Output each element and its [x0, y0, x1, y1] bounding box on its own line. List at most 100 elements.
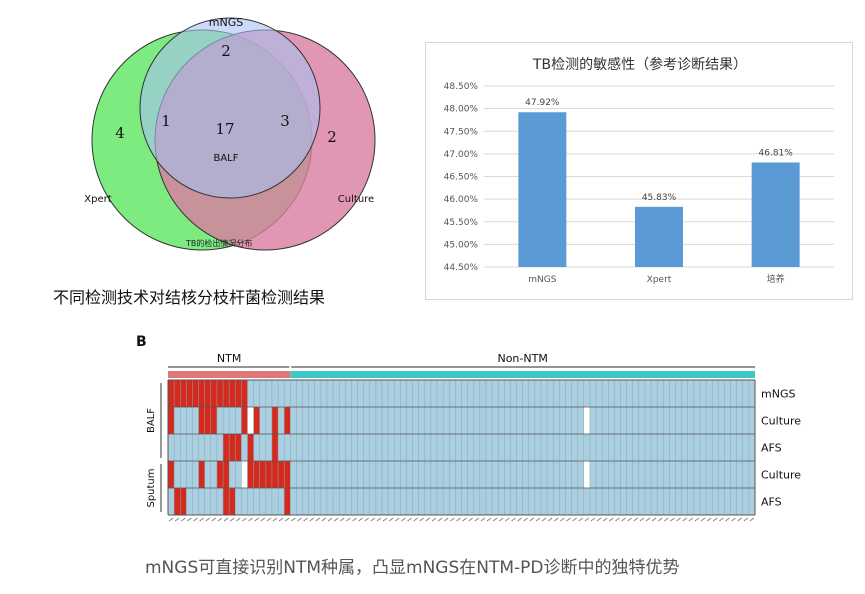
- heatmap-cell: [223, 434, 230, 461]
- group-bar-non-ntm: [290, 371, 755, 378]
- heatmap-column-tick: [547, 517, 553, 522]
- heatmap-cell: [241, 380, 248, 407]
- heatmap-column-tick: [291, 517, 296, 522]
- heatmap-column-tick: [541, 517, 547, 522]
- heatmap-cell: [271, 461, 279, 488]
- venn-region-culture-only: 2: [327, 128, 337, 146]
- heatmap-cell: [168, 461, 175, 488]
- bar-ytick-label: 48.00%: [444, 105, 479, 115]
- bar-ytick-label: 48.50%: [444, 82, 479, 92]
- heatmap-column-tick: [260, 517, 266, 522]
- group-label-ntm: NTM: [217, 352, 241, 365]
- heatmap-column-tick: [333, 517, 339, 522]
- heatmap-column-tick: [676, 517, 681, 522]
- heatmap-column-tick: [645, 517, 651, 522]
- venn-caption: TB的检出情况分布: [186, 239, 253, 248]
- heatmap-column-tick: [340, 517, 345, 522]
- heatmap-cell: [259, 461, 266, 488]
- heatmap-column-tick: [529, 517, 535, 522]
- heatmap-row-label: AFS: [761, 442, 782, 455]
- heatmap-column-tick: [719, 517, 724, 522]
- heatmap-column-tick: [346, 517, 351, 522]
- heatmap-cell: [198, 407, 205, 434]
- heatmap-column-tick: [278, 517, 284, 522]
- heatmap-column-tick: [670, 517, 675, 522]
- heatmap-column-tick: [431, 517, 437, 522]
- heatmap-column-tick: [505, 517, 510, 522]
- heatmap-column-tick: [517, 517, 522, 522]
- heatmap-column-tick: [248, 517, 253, 522]
- bar-chart-title: TB检测的敏感性（参考诊断结果）: [532, 56, 747, 73]
- heatmap-column-tick: [358, 517, 363, 522]
- venn-region-all-three: 17: [215, 120, 234, 138]
- venn-region-mngs-culture: 3: [280, 112, 290, 130]
- heatmap-column-tick: [474, 517, 480, 522]
- heatmap-column-tick: [327, 517, 333, 522]
- heatmap-column-tick: [443, 517, 449, 522]
- bar-ytick-label: 45.50%: [444, 218, 479, 228]
- heatmap-column-tick: [621, 517, 626, 522]
- heatmap-column-tick: [462, 517, 467, 522]
- heatmap-column-tick: [694, 517, 700, 522]
- heatmap-column-tick: [193, 517, 198, 522]
- heatmap-cell: [229, 488, 236, 515]
- row-group-label: Sputum: [146, 468, 157, 507]
- heatmap-column-tick: [725, 517, 730, 522]
- heatmap-cell: [247, 461, 254, 488]
- heatmap-column-tick: [413, 517, 418, 522]
- heatmap-cell: [210, 407, 217, 434]
- heatmap-row-label: Culture: [761, 415, 801, 428]
- venn-region-xpert-only: 4: [115, 124, 125, 142]
- heatmap-column-tick: [633, 517, 639, 522]
- heatmap-column-tick: [682, 517, 687, 522]
- bar-xtick-label: mNGS: [528, 275, 556, 285]
- heatmap-column-tick: [297, 517, 302, 522]
- bar-chart: TB检测的敏感性（参考诊断结果） 44.50% 45.00% 45.50% 46.00…: [444, 56, 834, 285]
- heatmap-cell: [210, 380, 217, 407]
- heatmap-column-tick: [205, 517, 210, 522]
- bar-ytick-label: 46.00%: [444, 195, 479, 205]
- heatmap-column-tick: [737, 517, 742, 522]
- heatmap-cell: [271, 434, 279, 461]
- heatmap-cell: [284, 488, 291, 515]
- heatmap-column-tick: [578, 517, 583, 522]
- heatmap-cell: [223, 461, 230, 488]
- heatmap-column-tick: [181, 517, 186, 522]
- heatmap-row-label: mNGS: [761, 388, 795, 401]
- heatmap-column-tick: [560, 517, 565, 522]
- venn-region-xpert-mngs: 1: [161, 112, 171, 130]
- heatmap-column-tick: [450, 517, 455, 522]
- bar-2: [751, 162, 800, 267]
- heatmap-column-tick: [315, 517, 321, 522]
- heatmap-column-tick: [370, 517, 376, 522]
- heatmap-column-tick: [499, 517, 504, 522]
- heatmap-cell: [168, 407, 175, 434]
- heatmap-column-tick: [401, 517, 406, 522]
- heatmap-column-tick: [456, 517, 461, 522]
- heatmap-column-tick: [223, 517, 229, 522]
- heatmap-column-tick: [352, 517, 357, 522]
- heatmap-column-tick: [688, 517, 694, 522]
- group-label-non-ntm: Non-NTM: [497, 352, 547, 365]
- heatmap-column-tick: [627, 517, 632, 522]
- heatmap-cell: [241, 407, 248, 434]
- bottom-caption: mNGS可直接识别NTM种属，凸显mNGS在NTM-PD诊断中的独特优势: [145, 558, 680, 578]
- heatmap-column-tick: [229, 517, 235, 522]
- heatmap-column-tick: [492, 517, 498, 522]
- heatmap-cell: [223, 380, 230, 407]
- heatmap-cell: [204, 380, 211, 407]
- heatmap-column-tick: [382, 517, 388, 522]
- heatmap-column-tick: [364, 517, 369, 522]
- heatmap-cell: [284, 407, 291, 434]
- heatmap-column-tick: [174, 517, 180, 522]
- heatmap-cell: [174, 380, 181, 407]
- heatmap-cell: [180, 488, 187, 515]
- row-group-label: BALF: [146, 408, 157, 433]
- heatmap-cell: [168, 380, 175, 407]
- venn-label-xpert: Xpert: [84, 194, 111, 205]
- heatmap-column-tick: [168, 517, 174, 522]
- bar-ytick-label: 47.00%: [444, 150, 479, 160]
- heatmap-cell: [204, 407, 211, 434]
- venn-diagram: mNGS Xpert Culture 2 4 2 1 3 17 BALF: [84, 16, 376, 251]
- heatmap-column-tick: [609, 517, 614, 522]
